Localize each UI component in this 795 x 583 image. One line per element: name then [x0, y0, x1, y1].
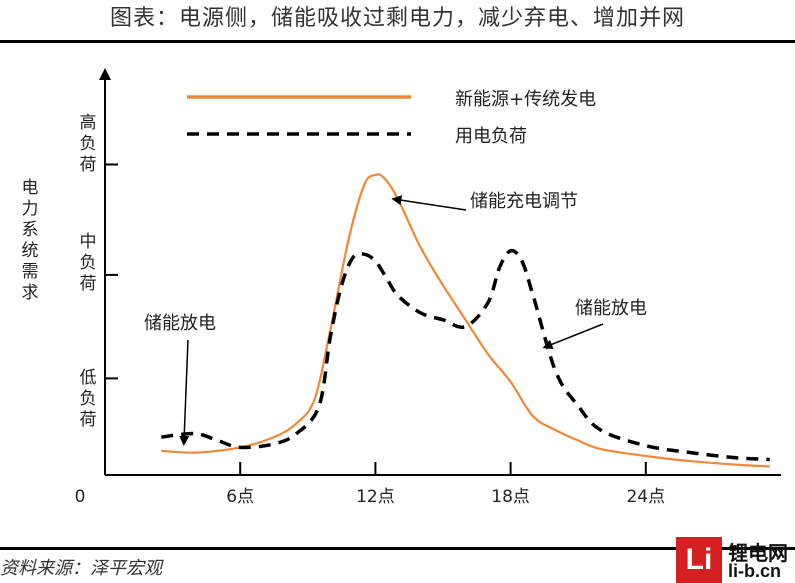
source-note: 资料来源：泽平宏观	[0, 558, 162, 579]
legend-label-2: 用电负荷	[455, 126, 527, 147]
y-axis-label: 电力系统需求	[21, 178, 39, 303]
logo-name: 锂电网	[728, 541, 788, 565]
logo-mark: Li	[676, 537, 722, 583]
series-line-2	[161, 248, 770, 462]
x-tick-label: 0	[75, 487, 86, 507]
series-lines	[161, 173, 770, 468]
axes	[99, 68, 781, 476]
annotation-label-2: 储能充电调节	[470, 191, 578, 212]
x-tick-label: 6点	[226, 487, 254, 507]
bottom-rule	[0, 547, 795, 550]
x-ticks: 0 6点 12点 18点 24点	[75, 462, 665, 507]
y-axis-arrow	[99, 68, 111, 80]
y-tick-mid: 中负荷	[79, 232, 97, 294]
y-tick-high: 高负荷	[79, 113, 97, 175]
annotation-label-1: 储能放电	[144, 313, 216, 334]
top-rule	[0, 40, 795, 43]
chart-title: 图表：电源侧，储能吸收过剩电力，减少弃电、增加并网	[109, 6, 685, 31]
annotation-arrow-3	[542, 323, 604, 350]
y-tick-low: 低负荷	[79, 368, 97, 430]
legend-label-1: 新能源+传统发电	[455, 89, 596, 110]
series-line-1	[161, 173, 770, 468]
x-tick-label: 12点	[356, 487, 395, 507]
x-tick-label: 24点	[626, 487, 665, 507]
watermark-logo: Li 锂电网 li-b.cn	[676, 537, 794, 583]
annotation-label-3: 储能放电	[575, 298, 647, 319]
annotation-arrow-1	[179, 339, 190, 446]
logo-url: li-b.cn	[728, 561, 781, 581]
x-tick-label: 18点	[491, 487, 530, 507]
annotation-arrow-2	[391, 195, 467, 211]
